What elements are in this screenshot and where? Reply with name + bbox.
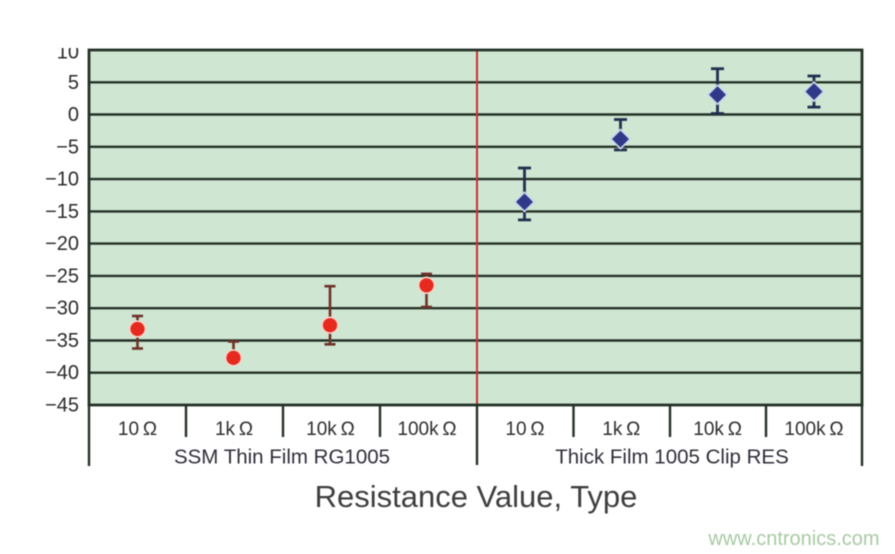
svg-text:5: 5 xyxy=(68,72,79,94)
svg-text:SSM Thin Film RG1005: SSM Thin Film RG1005 xyxy=(174,446,390,469)
svg-text:10k Ω: 10k Ω xyxy=(693,419,742,440)
svg-text:www.cntronics.com: www.cntronics.com xyxy=(707,528,879,550)
svg-text:−10: −10 xyxy=(45,169,79,191)
svg-text:−15: −15 xyxy=(45,201,79,223)
svg-text:10 Ω: 10 Ω xyxy=(118,419,157,440)
svg-text:−45: −45 xyxy=(45,395,79,417)
svg-text:−25: −25 xyxy=(45,265,79,287)
svg-text:100k Ω: 100k Ω xyxy=(397,419,456,440)
svg-text:−5: −5 xyxy=(56,136,79,158)
svg-text:10k Ω: 10k Ω xyxy=(306,419,355,440)
svg-text:Resistance Value, Type: Resistance Value, Type xyxy=(315,479,638,514)
svg-text:−30: −30 xyxy=(45,298,79,320)
svg-text:1k Ω: 1k Ω xyxy=(215,419,253,440)
svg-text:1k Ω: 1k Ω xyxy=(602,419,640,440)
svg-text:0: 0 xyxy=(68,104,79,126)
svg-text:−20: −20 xyxy=(45,233,79,255)
svg-text:−40: −40 xyxy=(45,362,79,384)
svg-text:Thick Film 1005 Clip RES: Thick Film 1005 Clip RES xyxy=(555,446,789,469)
svg-text:10 Ω: 10 Ω xyxy=(505,419,544,440)
svg-text:100k Ω: 100k Ω xyxy=(784,419,843,440)
svg-text:−35: −35 xyxy=(45,330,79,352)
